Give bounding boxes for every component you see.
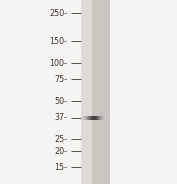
Text: 150-: 150- — [49, 37, 67, 46]
Text: 50-: 50- — [54, 97, 67, 106]
Bar — [92, 0, 110, 184]
Text: 100-: 100- — [49, 59, 67, 68]
Bar — [81, 0, 106, 184]
Text: 250-: 250- — [49, 9, 67, 18]
Text: 37-: 37- — [54, 113, 67, 122]
Text: 25-: 25- — [54, 135, 67, 144]
Text: 75-: 75- — [54, 75, 67, 84]
Text: 15-: 15- — [54, 163, 67, 171]
Text: 20-: 20- — [54, 147, 67, 156]
